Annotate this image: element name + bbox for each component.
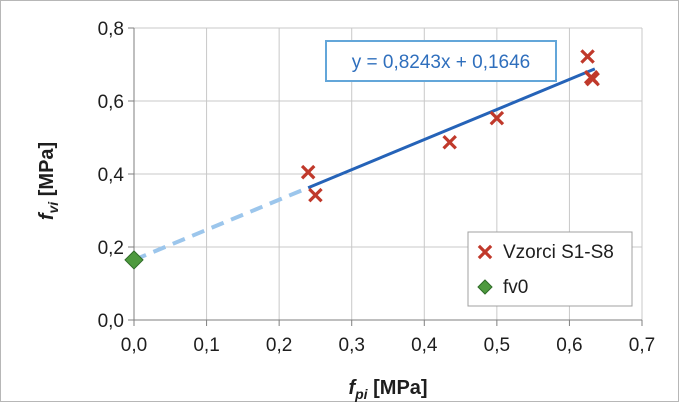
equation-frame [325, 40, 557, 82]
legend-frame [467, 231, 633, 307]
data-point-vzorci-1 [300, 164, 316, 180]
x-tick-label: 0,0 [121, 335, 147, 356]
y-tick-label: 0,4 [98, 165, 125, 186]
x-tick-label: 0,5 [484, 335, 510, 356]
x-marker-stroke [442, 134, 457, 150]
x-tick-label: 0,2 [266, 335, 292, 356]
legend-x-marker [477, 244, 493, 260]
data-point-layer [124, 49, 600, 270]
x-tick-label: 0,6 [556, 335, 582, 356]
trendline-equation: y = 0,8243x + 0,1646 [352, 52, 531, 73]
trendline-layer [133, 67, 596, 262]
y-axis-label: fvi [MPa] [36, 142, 61, 220]
x-marker-stroke [308, 187, 323, 203]
x-axis-label-unit: [MPa] [368, 377, 428, 399]
x-tick-label: 0,7 [629, 335, 655, 356]
legend-marker-vzorci [477, 244, 493, 260]
y-axis-label-main: f [36, 211, 58, 220]
trendline-equation-box: y = 0,8243x + 0,1646 [325, 40, 557, 82]
y-tick-label: 0,0 [98, 311, 124, 332]
legend-marker-fv0 [477, 279, 493, 295]
legend-label-vzorci: Vzorci S1-S8 [503, 242, 614, 263]
x-marker-stroke [585, 71, 600, 87]
x-tick-label: 0,1 [193, 335, 219, 356]
y-tick-label: 0,6 [98, 92, 124, 113]
y-tick-label: 0,2 [98, 238, 124, 259]
x-marker-stroke [477, 244, 493, 260]
legend: Vzorci S1-S8 fv0 [467, 231, 633, 307]
y-tick-label: 0,8 [98, 19, 124, 40]
data-point-vzorci-3 [442, 134, 457, 150]
y-axis-label-sub: vi [45, 201, 61, 214]
x-axis-label: fpi [MPa] [348, 377, 427, 402]
data-point-vzorci-2 [308, 187, 323, 203]
x-marker-stroke [300, 164, 316, 180]
data-point-vzorci-7 [585, 71, 600, 87]
x-axis-label-main: f [348, 377, 357, 399]
x-axis-label-sub: pi [354, 386, 369, 402]
data-point-fv0 [124, 250, 144, 270]
x-tick-label: 0,4 [411, 335, 438, 356]
legend-label-fv0: fv0 [503, 277, 528, 298]
x-tick-label: 0,3 [339, 335, 365, 356]
x-marker-stroke [580, 49, 595, 64]
x-marker-stroke [489, 110, 505, 126]
legend-diamond-marker [477, 279, 493, 295]
y-axis-label-unit: [MPa] [36, 142, 58, 202]
data-point-vzorci-4 [489, 110, 505, 126]
axis-layer: 0,0 0,1 0,2 0,3 0,4 0,5 0,6 0,7 0,0 0,2 0,4 0,6 0,8 [98, 19, 656, 356]
trendline-extrapolated [133, 185, 309, 262]
trendline-fit [307, 67, 596, 190]
data-point-vzorci-5 [580, 49, 595, 64]
